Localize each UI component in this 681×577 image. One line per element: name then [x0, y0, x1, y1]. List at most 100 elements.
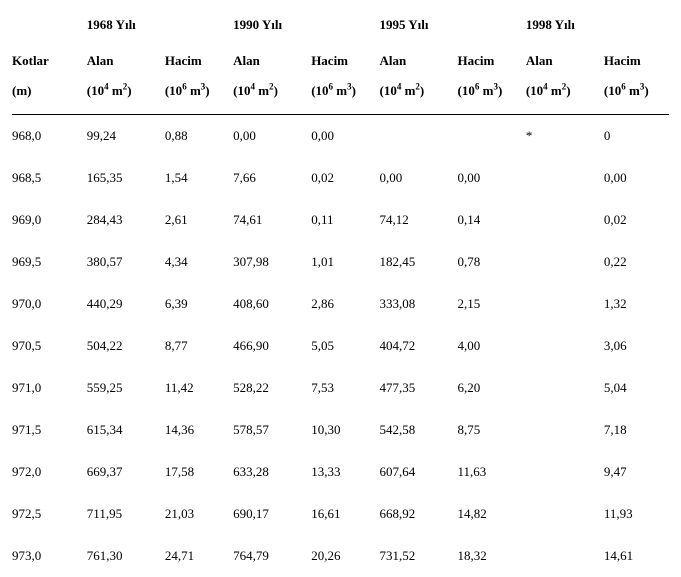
cell-a4 — [526, 157, 604, 199]
cell-a3: 74,12 — [379, 199, 457, 241]
cell-a4 — [526, 199, 604, 241]
cell-a3: 0,00 — [379, 157, 457, 199]
cell-a1: 504,22 — [87, 325, 165, 367]
cell-a1: 761,30 — [87, 535, 165, 577]
cell-h4: 0,00 — [604, 157, 669, 199]
cell-k: 969,0 — [12, 199, 87, 241]
cell-a4 — [526, 535, 604, 577]
cell-h3: 6,20 — [458, 367, 526, 409]
table-row: 971,5615,3414,36578,5710,30542,588,757,1… — [12, 409, 669, 451]
cell-h4: 0 — [604, 115, 669, 157]
cell-a2: 408,60 — [233, 283, 311, 325]
table-row: 970,5504,228,77466,905,05404,724,00 3,06 — [12, 325, 669, 367]
cell-h4: 3,06 — [604, 325, 669, 367]
year-header-1998: 1998 Yılı — [526, 10, 669, 46]
year-header-1990: 1990 Yılı — [233, 10, 379, 46]
table-row: 968,5165,351,547,660,020,000,000,00 — [12, 157, 669, 199]
cell-h1: 4,34 — [165, 241, 233, 283]
cell-h2: 20,26 — [311, 535, 379, 577]
cell-k: 970,5 — [12, 325, 87, 367]
cell-h3 — [458, 115, 526, 157]
cell-k: 968,5 — [12, 157, 87, 199]
cell-a3: 607,64 — [379, 451, 457, 493]
cell-h1: 11,42 — [165, 367, 233, 409]
year-header-1995: 1995 Yılı — [379, 10, 525, 46]
cell-a4 — [526, 241, 604, 283]
cell-a3: 333,08 — [379, 283, 457, 325]
hacim-unit: (106 m3) — [458, 76, 526, 114]
cell-a1: 440,29 — [87, 283, 165, 325]
cell-h1: 17,58 — [165, 451, 233, 493]
cell-k: 972,5 — [12, 493, 87, 535]
cell-h2: 13,33 — [311, 451, 379, 493]
cell-a1: 284,43 — [87, 199, 165, 241]
cell-a2: 307,98 — [233, 241, 311, 283]
cell-a2: 466,90 — [233, 325, 311, 367]
cell-a2: 7,66 — [233, 157, 311, 199]
cell-h1: 14,36 — [165, 409, 233, 451]
cell-a1: 669,37 — [87, 451, 165, 493]
alan-unit: (104 m2) — [233, 76, 311, 114]
cell-h3: 11,63 — [458, 451, 526, 493]
cell-h1: 8,77 — [165, 325, 233, 367]
hacim-header: Hacim — [311, 46, 379, 76]
cell-k: 971,5 — [12, 409, 87, 451]
kotlar-header: Kotlar — [12, 46, 87, 76]
cell-h2: 5,05 — [311, 325, 379, 367]
cell-h3: 0,00 — [458, 157, 526, 199]
cell-a3: 182,45 — [379, 241, 457, 283]
cell-a3: 731,52 — [379, 535, 457, 577]
cell-k: 969,5 — [12, 241, 87, 283]
cell-h4: 0,22 — [604, 241, 669, 283]
cell-h1: 21,03 — [165, 493, 233, 535]
cell-h4: 9,47 — [604, 451, 669, 493]
cell-h3: 8,75 — [458, 409, 526, 451]
hacim-unit: (106 m3) — [311, 76, 379, 114]
cell-h3: 18,32 — [458, 535, 526, 577]
cell-h1: 0,88 — [165, 115, 233, 157]
hacim-unit: (106 m3) — [604, 76, 669, 114]
cell-a3: 542,58 — [379, 409, 457, 451]
cell-h3: 4,00 — [458, 325, 526, 367]
table-row: 968,099,240,880,000,00*0 — [12, 115, 669, 157]
cell-h4: 14,61 — [604, 535, 669, 577]
cell-h4: 5,04 — [604, 367, 669, 409]
cell-a2: 633,28 — [233, 451, 311, 493]
data-table: 1968 Yılı 1990 Yılı 1995 Yılı 1998 Yılı … — [12, 10, 669, 577]
cell-h2: 2,86 — [311, 283, 379, 325]
cell-a1: 559,25 — [87, 367, 165, 409]
cell-a1: 380,57 — [87, 241, 165, 283]
table-row: 969,5380,574,34307,981,01182,450,780,22 — [12, 241, 669, 283]
hacim-header: Hacim — [458, 46, 526, 76]
alan-header: Alan — [526, 46, 604, 76]
cell-h3: 0,78 — [458, 241, 526, 283]
cell-h2: 10,30 — [311, 409, 379, 451]
cell-h2: 0,00 — [311, 115, 379, 157]
cell-k: 973,0 — [12, 535, 87, 577]
cell-h2: 16,61 — [311, 493, 379, 535]
cell-a3: 404,72 — [379, 325, 457, 367]
hacim-header: Hacim — [604, 46, 669, 76]
cell-h4: 0,02 — [604, 199, 669, 241]
cell-a2: 0,00 — [233, 115, 311, 157]
cell-a1: 99,24 — [87, 115, 165, 157]
cell-k: 970,0 — [12, 283, 87, 325]
year-header-1968: 1968 Yılı — [87, 10, 233, 46]
table-row: 972,0669,3717,58633,2813,33607,6411,63 9,… — [12, 451, 669, 493]
cell-h4: 7,18 — [604, 409, 669, 451]
hacim-header: Hacim — [165, 46, 233, 76]
cell-h3: 0,14 — [458, 199, 526, 241]
cell-h2: 0,11 — [311, 199, 379, 241]
alan-header: Alan — [87, 46, 165, 76]
cell-a4 — [526, 451, 604, 493]
hacim-unit: (106 m3) — [165, 76, 233, 114]
cell-k: 971,0 — [12, 367, 87, 409]
cell-a4 — [526, 283, 604, 325]
cell-h1: 2,61 — [165, 199, 233, 241]
cell-a3: 668,92 — [379, 493, 457, 535]
cell-a2: 690,17 — [233, 493, 311, 535]
alan-unit: (104 m2) — [526, 76, 604, 114]
cell-k: 972,0 — [12, 451, 87, 493]
cell-a3 — [379, 115, 457, 157]
cell-a3: 477,35 — [379, 367, 457, 409]
